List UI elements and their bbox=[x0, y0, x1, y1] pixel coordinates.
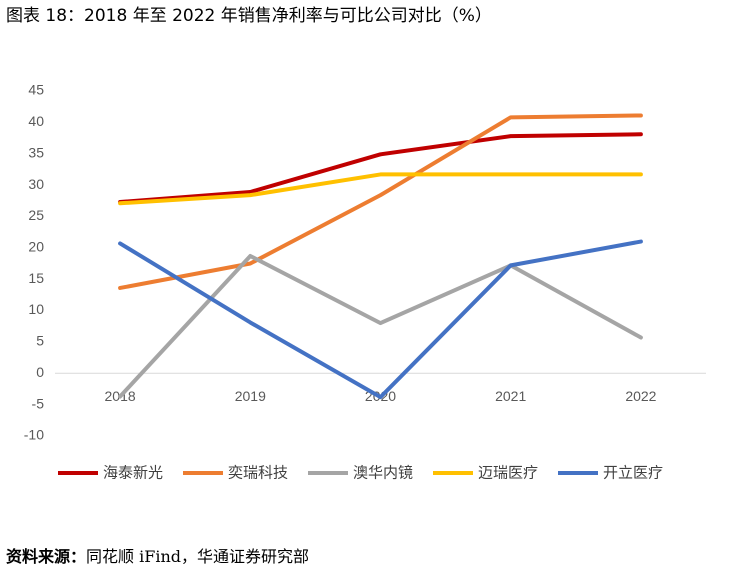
source-text: 同花顺 iFind，华通证券研究部 bbox=[86, 547, 309, 566]
y-tick-label: -5 bbox=[32, 395, 45, 411]
source: 资料来源：同花顺 iFind，华通证券研究部 bbox=[6, 547, 309, 566]
y-tick-label: 0 bbox=[36, 364, 44, 380]
legend-label: 开立医疗 bbox=[603, 464, 663, 482]
legend-label: 澳华内镜 bbox=[353, 464, 413, 482]
y-tick-label: 15 bbox=[28, 270, 44, 286]
y-tick-label: 25 bbox=[28, 207, 44, 223]
series-line bbox=[118, 132, 643, 205]
series-line bbox=[118, 172, 643, 206]
series-line bbox=[118, 253, 643, 399]
source-label: 资料来源： bbox=[6, 547, 86, 566]
x-tick-label: 2019 bbox=[235, 388, 266, 404]
y-tick-label: 45 bbox=[28, 82, 44, 98]
chart-title: 图表 18：2018 年至 2022 年销售净利率与可比公司对比（%） bbox=[6, 6, 492, 26]
x-tick-label: 2022 bbox=[625, 388, 656, 404]
legend-label: 奕瑞科技 bbox=[228, 464, 288, 482]
y-tick-label: -10 bbox=[24, 427, 44, 443]
y-tick-label: 20 bbox=[28, 239, 44, 255]
y-tick-label: 5 bbox=[36, 333, 44, 349]
legend-label: 海泰新光 bbox=[103, 464, 163, 482]
x-tick-label: 2021 bbox=[495, 388, 526, 404]
series-line bbox=[118, 113, 643, 290]
y-tick-label: 35 bbox=[28, 144, 44, 160]
y-tick-label: 30 bbox=[28, 176, 44, 192]
y-tick-label: 10 bbox=[28, 301, 44, 317]
y-tick-label: 40 bbox=[28, 113, 44, 129]
legend-label: 迈瑞医疗 bbox=[478, 464, 538, 482]
series-line bbox=[118, 239, 643, 400]
